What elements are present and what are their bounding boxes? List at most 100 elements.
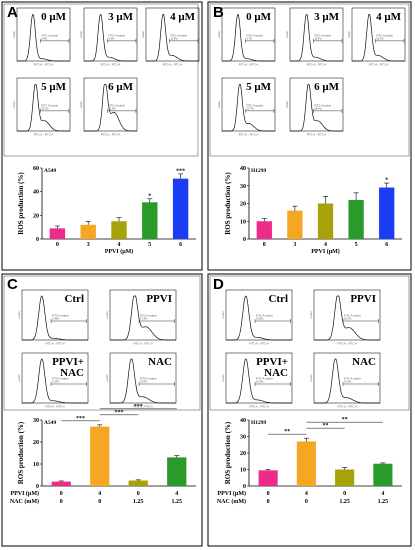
- facs-y-axis-label: Count: [79, 31, 83, 38]
- bar-2: [90, 426, 110, 486]
- significance-label: **: [284, 429, 290, 435]
- facs-gate-percent: 22.7%: [246, 106, 254, 110]
- facs-gate-percent: 15.9%: [170, 36, 178, 40]
- y-tick-label: 20: [240, 451, 246, 457]
- condition-row-value: 1.25: [339, 499, 350, 505]
- facs-x-axis-label: FITC-A :: FITC-A: [307, 63, 327, 67]
- bar-3: [287, 210, 303, 239]
- y-tick-label: 20: [33, 440, 39, 446]
- facs-y-axis-label: Count: [309, 374, 313, 381]
- facs-gate-percent: 27.3%: [140, 317, 148, 321]
- y-axis-label: ROS production (%): [17, 172, 25, 235]
- panel-border: [207, 1, 412, 271]
- bar-5: [348, 199, 364, 239]
- facs-x-axis-label: FITC-A :: FITC-A: [239, 133, 259, 137]
- facs-gate-name: FITC-A subset: [256, 377, 273, 381]
- facs-gate-name: FITC-A subset: [344, 314, 361, 318]
- facs-gate-percent: 20.3%: [376, 36, 384, 40]
- significance-label: **: [342, 417, 348, 423]
- facs-gate-percent: 26.3%: [344, 317, 352, 321]
- facs-y-axis-label: Count: [17, 311, 21, 318]
- facs-frame: [221, 7, 276, 62]
- facs-condition-label: PPVI+: [52, 356, 84, 368]
- bar-0: [49, 228, 66, 239]
- facs-gate-name: FITC-A subset: [140, 377, 157, 381]
- facs-gate-name: FITC-A subset: [314, 103, 331, 107]
- facs-frame: [109, 289, 177, 341]
- condition-row-value: 0: [60, 491, 63, 497]
- facs-condition-label: Ctrl: [268, 293, 288, 305]
- facs-condition-label: PPVI: [146, 293, 172, 305]
- facs-gate-name: FITC-A subset: [52, 314, 69, 318]
- facs-curve: [352, 14, 405, 62]
- facs-y-axis-label: Count: [221, 311, 225, 318]
- facs-frame: [289, 77, 344, 132]
- facs-curve: [314, 295, 380, 341]
- facs-frame: [83, 7, 138, 62]
- x-tick-label: 4: [118, 242, 121, 248]
- significance-label: *: [148, 193, 151, 199]
- facs-gate-name: FITC-A subset: [246, 33, 263, 37]
- facs-gate-name: FITC-A subset: [170, 33, 187, 37]
- y-tick-label: 60: [33, 166, 39, 172]
- facs-x-axis-label: FITC-A :: FITC-A: [337, 342, 357, 346]
- facs-frame: [313, 289, 381, 341]
- panel-border: [1, 273, 203, 547]
- y-axis-label: ROS production (%): [17, 421, 25, 484]
- facs-gate-percent: 13.6%: [344, 380, 352, 384]
- x-tick-label: 0: [56, 242, 59, 248]
- facs-gate-percent: 15.4%: [314, 36, 322, 40]
- facs-gate-name: FITC-A subset: [140, 314, 157, 318]
- facs-gate-name: FITC-A subset: [344, 377, 361, 381]
- y-tick-label: 0: [36, 237, 39, 243]
- facs-condition-label: 4 μM: [376, 11, 401, 23]
- facs-curve: [22, 358, 88, 404]
- bar-3: [335, 469, 355, 486]
- panel-letter: B: [213, 4, 224, 21]
- facs-frame: [21, 289, 89, 341]
- facs-gate-percent: 2.05%: [52, 317, 60, 321]
- facs-y-axis-label: Count: [347, 31, 351, 38]
- facs-curve: [226, 295, 292, 341]
- facs-frame: [16, 7, 71, 62]
- facs-x-axis-label: FITC-A :: FITC-A: [101, 133, 121, 137]
- facs-x-axis-label: FITC-A :: FITC-A: [34, 63, 54, 67]
- cell-line-label: A549: [44, 420, 56, 426]
- facs-x-axis-label: FITC-A :: FITC-A: [337, 405, 357, 409]
- facs-y-axis-label: Count: [217, 31, 221, 38]
- facs-gate-percent: 9.7%: [246, 36, 253, 40]
- bar-4: [111, 221, 127, 239]
- facs-y-axis-label: Count: [285, 31, 289, 38]
- x-tick-label: 4: [324, 242, 327, 248]
- facs-curve: [17, 13, 70, 62]
- condition-row-value: 0: [267, 491, 270, 497]
- facs-y-axis-label: Count: [309, 311, 313, 318]
- facs-condition-label: Ctrl: [64, 293, 84, 305]
- facs-x-axis-label: FITC-A :: FITC-A: [239, 63, 259, 67]
- facs-gate-name: FITC-A subset: [52, 377, 69, 381]
- condition-row-value: 4: [98, 491, 101, 497]
- facs-frame: [289, 7, 344, 62]
- facs-frame: [351, 7, 406, 62]
- facs-group-frame: [209, 3, 410, 157]
- bar-chart-a: 0 20 40 60 ROS production (%) A549 0 3 4 * 5 *** 6 PP…: [17, 166, 196, 255]
- facs-x-axis-label: FITC-A :: FITC-A: [133, 342, 153, 346]
- y-tick-label: 40: [33, 190, 39, 196]
- x-tick-label: 6: [179, 242, 182, 248]
- y-tick-label: 10: [33, 462, 39, 468]
- facs-frame: [225, 289, 293, 341]
- facs-frame: [16, 77, 71, 132]
- facs-condition-label: PPVI: [350, 293, 376, 305]
- facs-gate-name: FITC-A subset: [108, 103, 125, 107]
- condition-row-value: 0: [98, 499, 101, 505]
- cell-line-label: H1299: [251, 420, 267, 426]
- facs-condition-label: 0 μM: [246, 11, 271, 23]
- y-tick-label: 40: [240, 166, 246, 172]
